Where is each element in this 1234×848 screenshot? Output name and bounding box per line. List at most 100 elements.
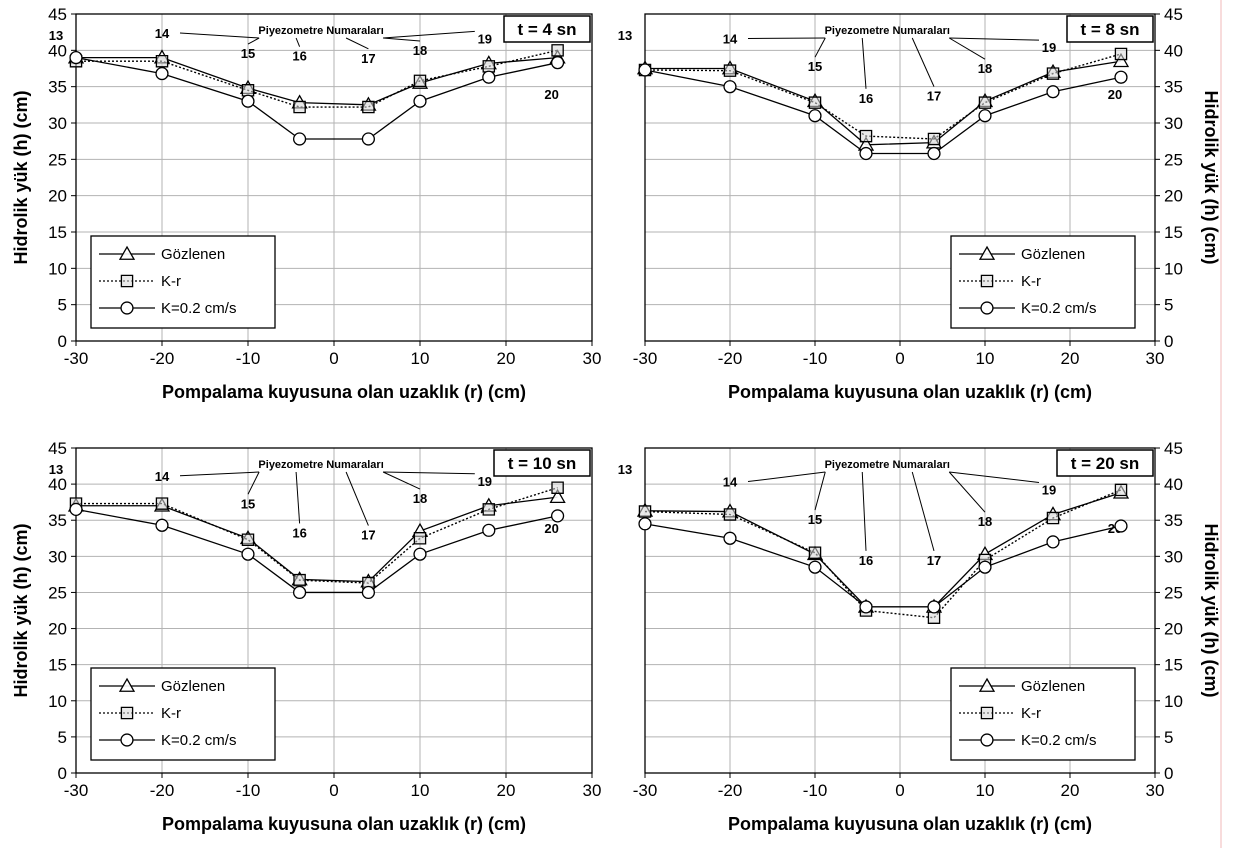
data-point-square bbox=[293, 573, 306, 587]
piezometer-number: 16 bbox=[859, 91, 873, 106]
piezometer-number: 20 bbox=[544, 521, 558, 536]
piezometer-leader bbox=[814, 37, 826, 58]
piezometer-number: 14 bbox=[723, 32, 738, 47]
x-tick-label: -10 bbox=[803, 781, 828, 800]
piezometer-leader bbox=[247, 471, 260, 495]
piezometer-title: Piyezometre Numaraları bbox=[825, 459, 950, 471]
series-circle bbox=[69, 50, 565, 146]
data-point-circle bbox=[413, 547, 427, 561]
chart-panel-3: -30 -20 -10 0 10 20 30 0 5 10 15 20 25 30 35 40 45 Pompal… bbox=[11, 439, 601, 834]
legend-marker-circle bbox=[120, 733, 134, 747]
legend-label: K=0.2 cm/s bbox=[1021, 300, 1096, 317]
piezometer-number: 14 bbox=[155, 469, 170, 484]
piezometer-leader bbox=[345, 37, 369, 50]
data-point-square bbox=[723, 508, 737, 521]
piezometer-number: 16 bbox=[292, 525, 306, 540]
legend: Gözlenen K-r K=0.2 cm/s bbox=[950, 235, 1136, 329]
x-tick-label: 10 bbox=[976, 781, 995, 800]
piezometer-leader bbox=[814, 471, 826, 511]
data-point-circle bbox=[241, 94, 255, 108]
y-tick-label: 15 bbox=[48, 223, 67, 242]
data-point-circle bbox=[155, 66, 169, 81]
data-point-circle bbox=[978, 560, 992, 574]
data-point-square bbox=[293, 100, 306, 114]
piezometer-number: 15 bbox=[241, 46, 255, 61]
y-tick-label: 5 bbox=[1164, 296, 1173, 315]
data-point-circle bbox=[927, 146, 941, 161]
y-tick-label: 20 bbox=[48, 187, 67, 206]
x-tick-label: -20 bbox=[150, 781, 175, 800]
piezometer-number: 18 bbox=[978, 514, 992, 529]
y-tick-label: 40 bbox=[1164, 41, 1183, 60]
y-tick-label: 35 bbox=[48, 511, 67, 530]
x-tick-label: -30 bbox=[64, 349, 89, 368]
time-label: t = 20 sn bbox=[1071, 454, 1140, 473]
piezometer-leader bbox=[861, 471, 867, 551]
legend-label: Gözlenen bbox=[161, 678, 225, 695]
x-tick-label: 0 bbox=[329, 349, 338, 368]
x-tick-label: 0 bbox=[329, 781, 338, 800]
chart-panel-4: -30 -20 -10 0 10 20 30051015202530354045Pompal… bbox=[618, 439, 1221, 834]
data-point-square bbox=[413, 74, 427, 88]
data-point-circle bbox=[413, 94, 427, 108]
x-tick-label: -10 bbox=[803, 349, 828, 368]
piezometer-leader bbox=[383, 37, 421, 42]
series-square bbox=[638, 483, 1128, 624]
piezometer-leader bbox=[295, 37, 301, 47]
legend-marker-triangle bbox=[978, 677, 996, 692]
time-label-box: t = 20 sn bbox=[1056, 449, 1154, 477]
y-tick-label: 0 bbox=[1164, 332, 1173, 351]
piezometer-leader bbox=[179, 471, 260, 477]
data-point-square bbox=[1046, 511, 1060, 525]
piezometer-number: 17 bbox=[927, 89, 941, 104]
piezometer-number: 16 bbox=[859, 553, 873, 568]
x-tick-label: -30 bbox=[633, 349, 658, 368]
legend-label: K-r bbox=[161, 705, 181, 722]
x-tick-label: 30 bbox=[1146, 349, 1165, 368]
data-point-square bbox=[927, 132, 941, 146]
data-point-circle bbox=[241, 547, 255, 561]
legend-marker-square bbox=[980, 274, 994, 288]
x-axis-title: Pompalama kuyusuna olan uzaklık (r) (cm) bbox=[162, 814, 526, 834]
series-circle bbox=[638, 517, 1128, 614]
data-point-circle bbox=[482, 523, 496, 537]
data-point-square bbox=[413, 532, 427, 545]
series-square bbox=[69, 481, 564, 590]
x-tick-label: 0 bbox=[895, 781, 904, 800]
y-tick-label: 5 bbox=[1164, 728, 1173, 747]
data-point-circle bbox=[1114, 70, 1128, 84]
data-point-circle bbox=[69, 502, 83, 516]
data-point-square bbox=[362, 100, 375, 114]
legend-marker-circle bbox=[980, 733, 994, 747]
data-point-square bbox=[808, 96, 822, 109]
piezometer-number: 19 bbox=[478, 474, 492, 489]
piezometer-number: 15 bbox=[241, 496, 255, 511]
series-line bbox=[76, 56, 558, 106]
y-tick-label: 20 bbox=[48, 620, 67, 639]
chart-panel-1: -30 -20 -10 0 10 20 30 0 5 10 15 20 25 30 35 40 45 Pompal… bbox=[11, 5, 601, 402]
y-axis-title: Hidrolik yük (h) (cm) bbox=[1201, 523, 1221, 697]
y-tick-label: 30 bbox=[1164, 114, 1183, 133]
piezometer-leader bbox=[747, 471, 826, 483]
data-point-circle bbox=[808, 560, 822, 574]
legend-label: Gözlenen bbox=[1021, 246, 1085, 263]
data-point-circle bbox=[482, 70, 496, 84]
data-point-square bbox=[241, 84, 255, 97]
piezometer-leader bbox=[949, 37, 1040, 41]
series-circle bbox=[69, 502, 565, 600]
data-point-circle bbox=[550, 509, 565, 523]
piezometer-number: 15 bbox=[808, 512, 822, 527]
piezometer-leader bbox=[948, 37, 986, 60]
legend-label: K=0.2 cm/s bbox=[161, 300, 236, 317]
y-tick-label: 15 bbox=[1164, 223, 1183, 242]
legend-marker-triangle bbox=[978, 245, 996, 260]
piezometer-leader bbox=[949, 471, 1040, 483]
piezometer-number: 13 bbox=[49, 28, 63, 43]
data-point-circle bbox=[1046, 85, 1060, 99]
data-point-square bbox=[241, 533, 255, 546]
x-tick-label: -30 bbox=[633, 781, 658, 800]
legend-label: K-r bbox=[1021, 705, 1041, 722]
x-tick-label: -30 bbox=[64, 781, 89, 800]
